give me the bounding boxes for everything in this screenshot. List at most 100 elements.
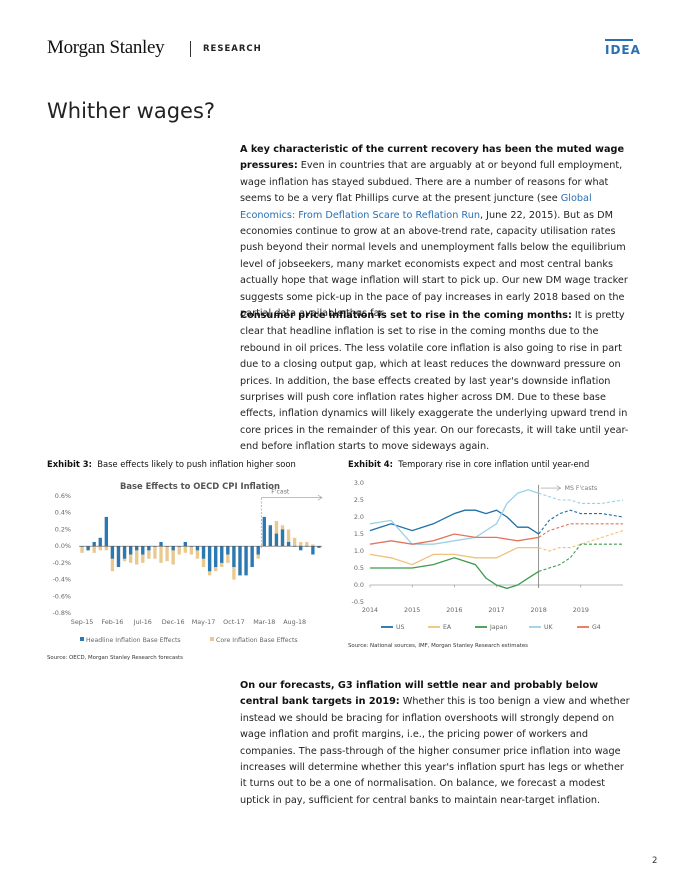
forecast-arrow-head — [317, 494, 323, 501]
headline-bar — [274, 533, 279, 547]
core-bar — [141, 546, 145, 563]
core-bar — [226, 546, 230, 563]
y-tick-label: 0.6% — [55, 492, 71, 500]
headline-bar — [141, 546, 145, 555]
headline-bar — [147, 546, 151, 551]
headline-bar — [86, 546, 90, 551]
headline-bar — [92, 541, 96, 547]
core-bar — [299, 541, 303, 547]
x-tick-label: 2016 — [446, 606, 462, 614]
core-bar — [92, 546, 96, 553]
x-tick-label: Feb-16 — [102, 618, 124, 626]
paragraph-lead: A key characteristic of the current reco… — [240, 144, 625, 172]
core-bar — [189, 546, 194, 555]
exhibit-3-source: Source: OECD, Morgan Stanley Research fo… — [47, 655, 183, 661]
core-bar — [286, 529, 291, 547]
series-forecast-us — [538, 509, 624, 535]
x-tick-label: 2018 — [531, 606, 547, 614]
headline-bar — [159, 541, 163, 547]
headline-bar — [135, 546, 139, 551]
legend-label-ea: EA — [443, 624, 452, 631]
y-tick-label: 1.5 — [354, 530, 364, 538]
headline-bar — [201, 546, 206, 559]
legend-label-headline: Headline Inflation Base Effects — [86, 637, 181, 644]
section-label: RESEARCH — [203, 44, 262, 54]
x-tick-label: 2017 — [488, 606, 504, 614]
core-bar — [183, 546, 187, 553]
headline-bar — [177, 546, 181, 547]
y-tick-label: 0.0% — [55, 542, 71, 550]
exhibit-3-label: Exhibit 3: — [47, 459, 92, 469]
headline-bar — [171, 546, 175, 551]
core-bar — [195, 546, 200, 559]
headline-bar — [98, 537, 102, 547]
headline-bar — [244, 546, 248, 576]
x-tick-label: May-17 — [192, 618, 216, 626]
forecast-arrow-head — [556, 485, 562, 491]
core-bar — [104, 546, 109, 551]
headline-bar — [311, 546, 315, 555]
core-bar — [159, 546, 163, 563]
y-tick-label: -0.8% — [52, 609, 71, 617]
paragraph-text: Even in countries that are arguably at o… — [240, 160, 623, 205]
paragraph-consumer-prices: Consumer price inflation is set to rise … — [240, 308, 633, 456]
x-tick-label: 2019 — [573, 606, 589, 614]
report-link[interactable]: Global Economics: From Deflation Scare t… — [240, 193, 592, 221]
headline-bar — [305, 546, 309, 547]
headline-bar — [317, 546, 321, 548]
core-bar — [311, 544, 315, 547]
headline-bar — [262, 516, 266, 547]
forecast-annotation: F'cast — [271, 489, 290, 496]
headline-bar — [80, 546, 84, 547]
legend-swatch-headline — [80, 637, 84, 641]
headline-bar — [110, 546, 115, 559]
core-bar — [177, 546, 181, 555]
series-forecast-japan — [538, 543, 623, 572]
idea-badge-bar — [605, 39, 633, 41]
headline-bar — [116, 546, 121, 568]
y-tick-label: -0.4% — [52, 576, 71, 584]
x-tick-label: Mar-18 — [253, 618, 275, 626]
core-bar — [80, 546, 84, 553]
paragraph-text: , June 22, 2015). But as DM economies co… — [240, 209, 628, 320]
x-tick-label: Oct-17 — [223, 618, 245, 626]
series-line-uk — [369, 489, 539, 545]
exhibit-3-caption: Exhibit 3: Base effects likely to push i… — [47, 459, 296, 469]
y-tick-label: -0.5 — [352, 598, 364, 606]
y-tick-label: 2.0 — [354, 513, 364, 521]
y-tick-label: 1.0 — [354, 547, 364, 555]
x-tick-label: 2015 — [404, 606, 420, 614]
y-tick-label: 2.5 — [354, 496, 364, 504]
exhibit-4-title: Temporary rise in core inflation until y… — [398, 459, 590, 469]
headline-bar — [232, 546, 236, 568]
exhibit-3-title: Base effects likely to push inflation hi… — [97, 459, 296, 469]
series-line-g4 — [369, 533, 539, 545]
brand-logo: Morgan Stanley — [47, 37, 165, 58]
series-line-us — [369, 509, 540, 535]
exhibit-4-source: Source: National sources, IMF, Morgan St… — [348, 643, 528, 649]
series-line-japan — [370, 557, 540, 590]
core-bar — [171, 546, 175, 565]
headline-bar — [299, 546, 303, 551]
headline-bar — [128, 546, 133, 555]
y-tick-label: -0.2% — [52, 559, 71, 567]
paragraph-g3-forecast: On our forecasts, G3 inflation will sett… — [240, 678, 633, 809]
core-bar — [165, 546, 169, 562]
paragraph-wages: A key characteristic of the current reco… — [240, 142, 633, 322]
exhibit-4-label: Exhibit 4: — [348, 459, 393, 469]
x-tick-label: Dec-16 — [162, 618, 185, 626]
legend-label-japan: Japan — [489, 624, 507, 631]
legend-label-g4: G4 — [592, 624, 601, 631]
x-tick-label: Sep-15 — [71, 618, 93, 626]
series-forecast-g4 — [538, 523, 623, 538]
headline-bar — [286, 541, 291, 547]
paragraph-text: Whether this is too benign a view and wh… — [240, 696, 630, 806]
headline-bar — [195, 546, 200, 551]
legend-swatch-core — [210, 637, 214, 641]
paragraph-text: It is pretty clear that headline inflati… — [240, 310, 629, 453]
core-bar — [305, 541, 309, 547]
legend-label-us: US — [396, 624, 405, 631]
legend-label-core: Core Inflation Base Effects — [216, 637, 298, 644]
core-bar — [292, 537, 297, 547]
